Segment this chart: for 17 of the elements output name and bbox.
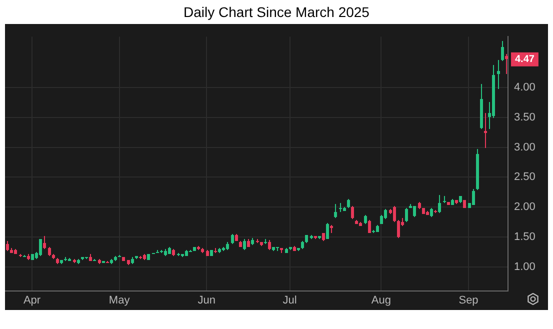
y-tick-label: 3.50 bbox=[514, 111, 536, 124]
x-tick-label: Aug bbox=[371, 294, 391, 306]
x-tick-label: Jun bbox=[198, 294, 216, 306]
text: 4.47 bbox=[515, 54, 535, 66]
chart-title: Daily Chart Since March 2025 bbox=[182, 3, 370, 22]
x-tick-label: Jul bbox=[282, 294, 297, 306]
candlestick bbox=[497, 60, 500, 89]
x-tick-label: May bbox=[108, 294, 130, 306]
candlestick bbox=[484, 113, 487, 148]
x-tick-label: Apr bbox=[23, 294, 41, 306]
y-tick-label: 1.50 bbox=[514, 231, 536, 243]
y-tick-label: 1.00 bbox=[514, 260, 536, 273]
y-tick-label: 2.00 bbox=[514, 201, 536, 214]
x-tick-label: Sep bbox=[458, 294, 478, 306]
y-tick-label: 2.50 bbox=[514, 171, 536, 184]
y-tick-label: 4.00 bbox=[514, 81, 536, 94]
y-tick-label: 3.00 bbox=[514, 141, 536, 154]
